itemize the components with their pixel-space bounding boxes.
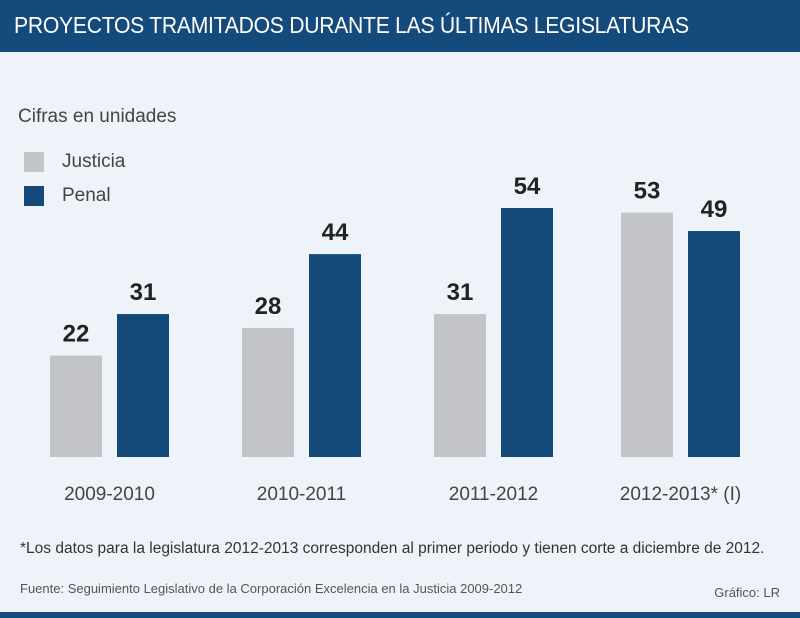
data-label-justicia-2012-2013-i: 53: [634, 178, 661, 205]
legend-item-penal: Penal: [24, 179, 125, 213]
footnote: *Los datos para la legislatura 2012-2013…: [20, 540, 765, 557]
bar-justicia-2010-2011: [242, 327, 294, 457]
legend-swatch-penal: [24, 186, 44, 206]
legend: Justicia Penal: [24, 145, 125, 213]
bar-penal-2010-2011: [309, 254, 361, 457]
category-label-2010-2011: 2010-2011: [257, 484, 346, 505]
category-label-2009-2010: 2009-2010: [64, 484, 155, 505]
legend-item-justicia: Justicia: [24, 145, 125, 179]
bar-justicia-2012-2013-i: [621, 212, 673, 457]
data-label-justicia-2010-2011: 28: [255, 293, 282, 320]
bar-penal-2012-2013-i: [688, 231, 740, 457]
chart-title: PROYECTOS TRAMITADOS DURANTE LAS ÚLTIMAS…: [14, 12, 689, 38]
data-label-penal-2011-2012: 54: [514, 173, 541, 200]
legend-label-justicia: Justicia: [62, 151, 126, 172]
legend-swatch-justicia: [24, 152, 44, 172]
graphic-credit: Gráfico: LR: [714, 585, 780, 600]
bar-penal-2009-2010: [117, 314, 169, 457]
bar-justicia-2011-2012: [434, 314, 486, 457]
bar-justicia-2009-2010: [50, 355, 102, 457]
legend-label-penal: Penal: [62, 185, 111, 206]
unit-label: Cifras en unidades: [18, 106, 177, 127]
category-label-2012-2013-i: 2012-2013* (I): [620, 484, 741, 505]
data-label-penal-2010-2011: 44: [322, 219, 349, 246]
data-label-justicia-2009-2010: 22: [63, 321, 90, 348]
data-label-justicia-2011-2012: 31: [447, 279, 474, 306]
data-label-penal-2012-2013-i: 49: [701, 196, 728, 223]
source-text: Fuente: Seguimiento Legislativo de la Co…: [20, 581, 523, 596]
footer-bar: [0, 612, 800, 618]
category-label-2011-2012: 2011-2012: [449, 484, 538, 505]
bar-penal-2011-2012: [501, 208, 553, 457]
header-bar: PROYECTOS TRAMITADOS DURANTE LAS ÚLTIMAS…: [0, 0, 800, 52]
data-label-penal-2009-2010: 31: [130, 279, 157, 306]
